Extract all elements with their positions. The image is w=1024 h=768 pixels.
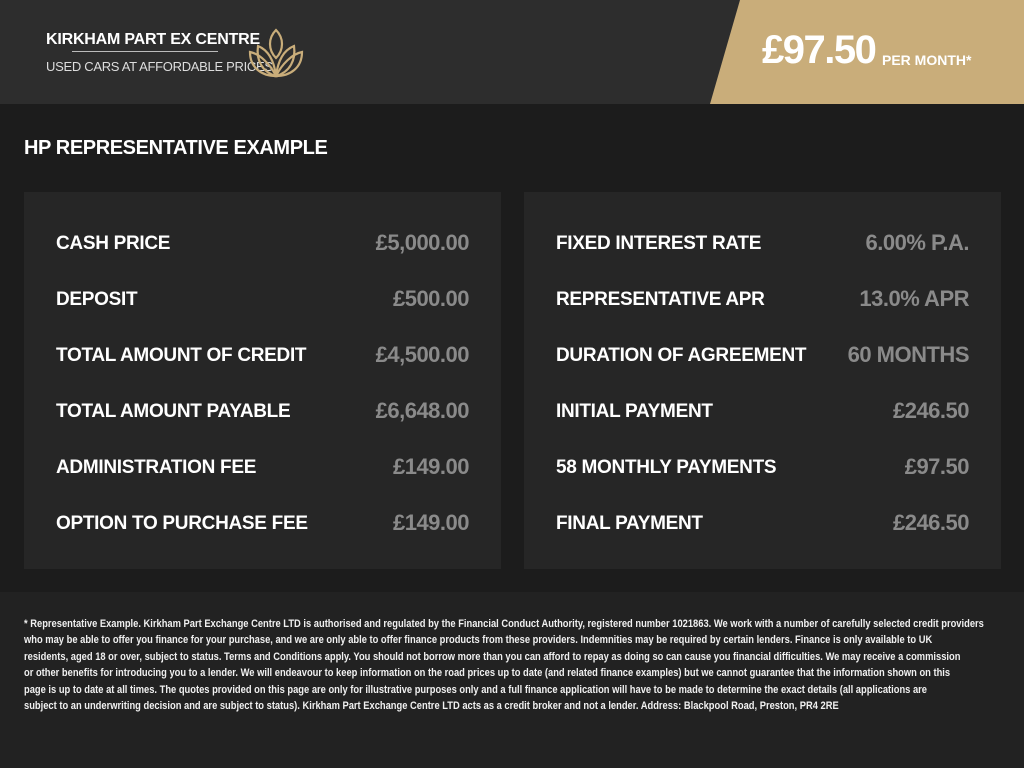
finance-row: INITIAL PAYMENT £246.50 (556, 396, 970, 426)
finance-row: ADMINISTRATION FEE £149.00 (56, 452, 470, 482)
finance-label: FIXED INTEREST RATE (556, 233, 762, 254)
finance-label: 58 MONTHLY PAYMENTS (556, 457, 777, 478)
monthly-price-badge: £97.50 PER MONTH* (710, 0, 1024, 104)
logo-subtitle: USED CARS AT AFFORDABLE PRICES (46, 59, 273, 74)
disclaimer: * Representative Example. Kirkham Part E… (24, 616, 984, 714)
finance-value: £500.00 (392, 286, 470, 311)
finance-label: TOTAL AMOUNT OF CREDIT (56, 345, 307, 366)
finance-row: REPRESENTATIVE APR 13.0% APR (556, 284, 969, 314)
finance-row: DURATION OF AGREEMENT 60 MONTHS (556, 340, 970, 370)
disclaimer-line: subject to an underwriting decision and … (24, 700, 839, 713)
finance-value: 60 MONTHS (847, 342, 970, 367)
finance-row: FIXED INTEREST RATE 6.00% P.A. (556, 228, 970, 258)
finance-label: INITIAL PAYMENT (556, 401, 713, 422)
section-title: HP REPRESENTATIVE EXAMPLE (24, 137, 328, 159)
finance-label: DEPOSIT (56, 289, 138, 310)
finance-row: FINAL PAYMENT £246.50 (556, 508, 970, 538)
logo-divider (72, 51, 218, 52)
finance-row: TOTAL AMOUNT PAYABLE £6,648.00 (56, 396, 470, 426)
finance-panel-right: FIXED INTEREST RATE 6.00% P.A. REPRESENTAT… (524, 192, 1001, 569)
finance-label: TOTAL AMOUNT PAYABLE (56, 401, 291, 422)
finance-row: TOTAL AMOUNT OF CREDIT £4,500.00 (56, 340, 470, 370)
finance-value: £97.50 (904, 454, 970, 479)
disclaimer-line: residents, aged 18 or over, subject to s… (24, 650, 961, 663)
finance-value: £6,648.00 (375, 398, 470, 423)
finance-row: OPTION TO PURCHASE FEE £149.00 (56, 508, 470, 538)
finance-row: 58 MONTHLY PAYMENTS £97.50 (556, 452, 970, 482)
finance-value: 13.0% APR (859, 286, 969, 311)
finance-label: DURATION OF AGREEMENT (556, 345, 807, 366)
finance-row: DEPOSIT £500.00 (56, 284, 470, 314)
finance-label: FINAL PAYMENT (556, 513, 703, 534)
disclaimer-line: who may be able to offer you finance for… (24, 634, 933, 647)
finance-value: £149.00 (392, 510, 470, 535)
finance-label: ADMINISTRATION FEE (56, 457, 257, 478)
disclaimer-line: * Representative Example. Kirkham Part E… (24, 618, 984, 630)
finance-value: £4,500.00 (375, 342, 470, 367)
disclaimer-line: or other benefits for introducing you to… (24, 667, 951, 680)
disclaimer-line: page is up to date at all times. The quo… (24, 683, 928, 696)
finance-label: REPRESENTATIVE APR (556, 289, 765, 310)
lotus-icon (248, 28, 304, 78)
finance-row: CASH PRICE £5,000.00 (56, 228, 470, 258)
finance-value: £149.00 (392, 454, 470, 479)
logo-title: KIRKHAM PART EX CENTRE (46, 31, 260, 48)
finance-value: 6.00% P.A. (865, 230, 970, 255)
finance-label: CASH PRICE (56, 233, 171, 254)
price-suffix: PER MONTH* (882, 52, 972, 68)
monthly-price: £97.50 (762, 28, 877, 72)
finance-value: £246.50 (892, 510, 970, 535)
footer: * Representative Example. Kirkham Part E… (0, 592, 1024, 768)
finance-value: £5,000.00 (375, 230, 470, 255)
finance-label: OPTION TO PURCHASE FEE (56, 513, 308, 534)
header: KIRKHAM PART EX CENTRE USED CARS AT AFFO… (0, 0, 1024, 104)
finance-panel-left: CASH PRICE £5,000.00 DEPOSIT £500.00 TOTAL A… (24, 192, 501, 569)
finance-value: £246.50 (892, 398, 970, 423)
